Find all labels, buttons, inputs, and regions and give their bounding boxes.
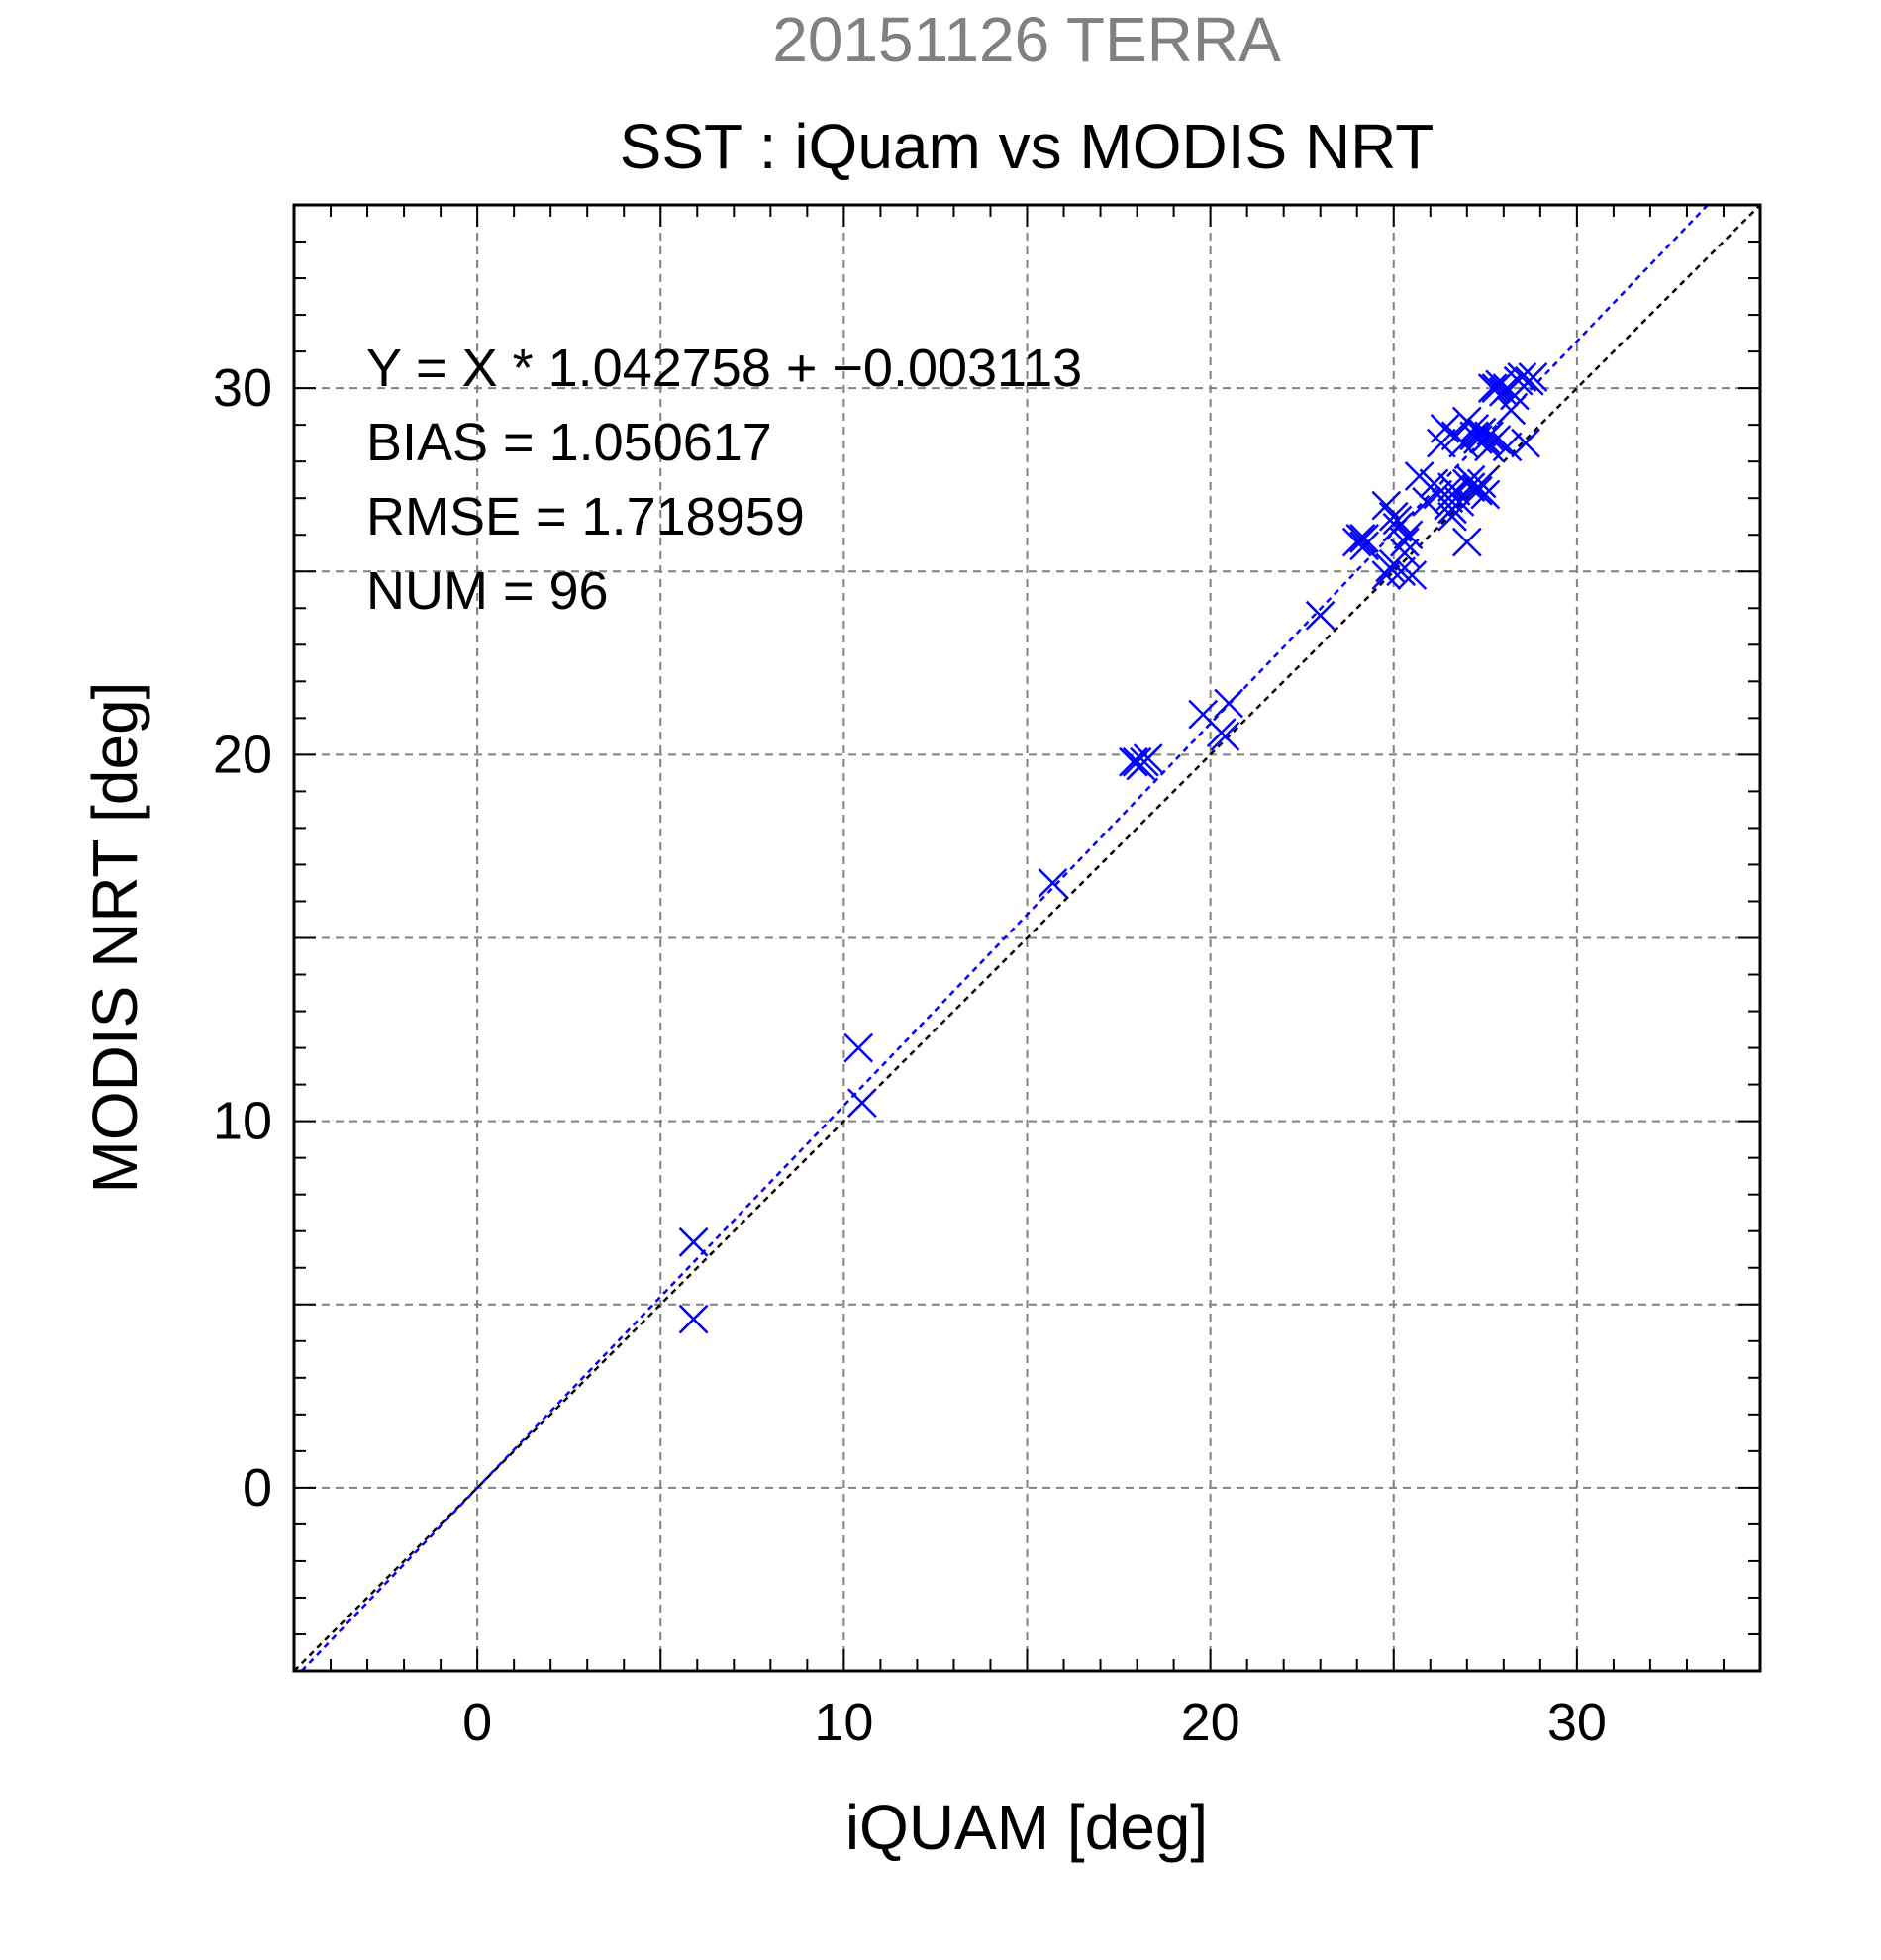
data-points xyxy=(678,362,1548,1334)
data-point xyxy=(1477,373,1508,404)
x-tick-label: 20 xyxy=(1181,1693,1240,1752)
data-point xyxy=(1451,527,1482,557)
data-point-stroke xyxy=(1511,428,1540,458)
data-point-stroke xyxy=(1507,362,1537,392)
data-point-stroke xyxy=(1481,373,1512,404)
data-point xyxy=(1397,560,1428,590)
data-point xyxy=(1511,428,1540,458)
data-point xyxy=(847,1088,877,1118)
y-tick-label: 10 xyxy=(213,1092,272,1151)
data-point-stroke xyxy=(1386,556,1417,587)
data-point xyxy=(1470,479,1501,510)
reference-lines xyxy=(293,204,1761,1672)
data-point xyxy=(1349,524,1380,553)
x-tick-label: 0 xyxy=(462,1693,492,1752)
grid-lines xyxy=(294,205,1760,1671)
stats-fit-equation: Y = X * 1.042758 + −0.003113 xyxy=(366,339,1082,398)
data-point xyxy=(1210,721,1240,751)
x-tick-label: 10 xyxy=(814,1693,873,1752)
data-point-stroke xyxy=(1437,501,1467,532)
data-point-stroke xyxy=(1404,461,1435,491)
data-point-stroke xyxy=(1210,721,1240,751)
chart-supertitle: 20151126 TERRA xyxy=(772,4,1281,75)
data-point-stroke xyxy=(1463,475,1493,506)
y-tick-label: 30 xyxy=(213,358,272,418)
data-point xyxy=(1133,743,1163,773)
data-point-stroke xyxy=(1188,699,1219,730)
data-point-stroke xyxy=(1466,468,1497,499)
data-point xyxy=(1492,432,1523,462)
data-point xyxy=(1389,538,1420,568)
data-point-stroke xyxy=(1466,417,1497,447)
data-point xyxy=(1389,527,1420,557)
data-point xyxy=(1437,494,1467,525)
x-tick-labels: 0 10 20 30 xyxy=(462,1693,1607,1752)
data-point-stroke xyxy=(1419,468,1449,499)
stats-rmse: RMSE = 1.718959 xyxy=(366,487,805,546)
data-point-stroke xyxy=(1470,479,1501,510)
data-point-stroke xyxy=(1455,472,1486,502)
y-axis-label: MODIS NRT [deg] xyxy=(79,682,150,1194)
data-point xyxy=(1305,600,1336,631)
data-point-stroke xyxy=(678,1226,709,1257)
data-point-stroke xyxy=(1518,362,1548,392)
data-point-stroke xyxy=(1451,527,1482,557)
stats-num: NUM = 96 xyxy=(366,561,609,621)
y-tick-label: 20 xyxy=(213,725,272,784)
data-point xyxy=(1518,362,1548,392)
data-point xyxy=(843,1032,874,1063)
data-point xyxy=(1466,468,1497,499)
chart-title: SST : iQuam vs MODIS NRT xyxy=(620,111,1435,182)
data-point xyxy=(1349,531,1380,561)
data-point-stroke xyxy=(1470,425,1501,454)
data-point xyxy=(1470,425,1501,454)
data-point-stroke xyxy=(1349,524,1380,553)
data-point xyxy=(1455,472,1486,502)
data-point xyxy=(678,1304,709,1334)
stats-annotation: Y = X * 1.042758 + −0.003113 BIAS = 1.05… xyxy=(366,339,1082,621)
identity-line xyxy=(293,204,1761,1672)
data-point-stroke xyxy=(1492,432,1523,462)
fit-line xyxy=(300,204,1709,1672)
data-point-stroke xyxy=(1389,538,1420,568)
data-point-stroke xyxy=(1389,527,1420,557)
data-point-stroke xyxy=(678,1304,709,1334)
plot-frame xyxy=(292,203,1762,1673)
data-point xyxy=(678,1226,709,1257)
data-point-stroke xyxy=(1038,868,1068,898)
data-point-stroke xyxy=(1382,512,1413,542)
data-point xyxy=(1437,501,1467,532)
data-point-stroke xyxy=(1481,425,1512,454)
data-point xyxy=(1466,417,1497,447)
data-point-stroke xyxy=(1345,524,1376,553)
data-point xyxy=(1507,362,1537,392)
data-point-stroke xyxy=(1305,600,1336,631)
data-point xyxy=(1345,524,1376,553)
data-point-stroke xyxy=(1430,413,1460,443)
data-point-stroke xyxy=(1393,520,1424,550)
data-point-stroke xyxy=(843,1032,874,1063)
data-point xyxy=(1382,505,1413,536)
data-point-stroke xyxy=(1133,743,1163,773)
y-tick-label: 0 xyxy=(243,1458,272,1518)
stats-bias: BIAS = 1.050617 xyxy=(366,413,772,472)
y-tick-labels: 0 10 20 30 xyxy=(213,358,272,1518)
data-point-stroke xyxy=(847,1088,877,1118)
data-point xyxy=(1393,520,1424,550)
x-axis-label: iQUAM [deg] xyxy=(845,1792,1208,1863)
data-point-stroke xyxy=(1214,688,1244,719)
data-point-stroke xyxy=(1371,490,1402,521)
data-point xyxy=(1481,373,1512,404)
data-point-stroke xyxy=(1382,505,1413,536)
data-point-stroke xyxy=(1437,494,1467,525)
data-point xyxy=(1386,556,1417,587)
data-point-stroke xyxy=(1477,373,1508,404)
data-point xyxy=(1214,688,1244,719)
data-point-stroke xyxy=(1397,560,1428,590)
data-point-stroke xyxy=(1349,531,1380,561)
x-tick-label: 30 xyxy=(1547,1693,1607,1752)
data-point xyxy=(1038,868,1068,898)
